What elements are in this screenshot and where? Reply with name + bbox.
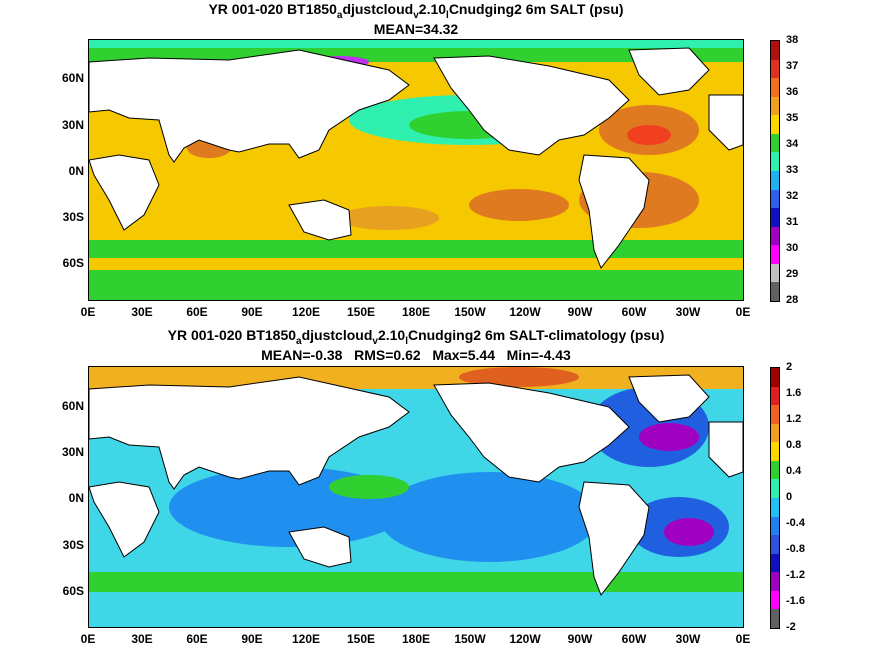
colorbar-segment <box>771 368 779 387</box>
colorbar-segment <box>771 405 779 424</box>
lon-label: 150W <box>454 632 486 646</box>
lat-label: 0N <box>68 164 84 178</box>
lon-label: 150E <box>346 632 376 646</box>
lon-label: 60W <box>621 305 647 319</box>
colorbar-segment <box>771 115 779 134</box>
colorbar-segment <box>771 78 779 97</box>
colorbar-segment <box>771 189 779 209</box>
lon-label: 120W <box>509 305 541 319</box>
lat-label: 30S <box>62 538 84 552</box>
lat-label: 30N <box>61 445 84 459</box>
colorbar-tick: 31 <box>786 216 799 228</box>
colorbar-segment <box>771 208 779 227</box>
panel-title: YR 001-020 BT1850adjustcloudv2.10lCnudgi… <box>167 327 665 347</box>
lon-label: 150E <box>346 305 376 319</box>
lon-label: 0E <box>735 305 751 319</box>
lat-label: 60N <box>61 399 84 413</box>
colorbar-segment <box>771 609 779 628</box>
colorbar-segment <box>771 226 779 246</box>
colorbar-tick: 0.8 <box>786 439 802 451</box>
colorbar-tick: -0.4 <box>786 517 805 529</box>
lon-label: 180E <box>401 305 431 319</box>
lon-label: 90W <box>567 632 593 646</box>
lon-label: 30E <box>131 632 153 646</box>
colorbar-tick: 0 <box>786 491 793 503</box>
map-diff-svg <box>89 367 743 627</box>
colorbar-segment <box>771 423 779 443</box>
land-masses <box>89 47 743 269</box>
lat-label: 60N <box>61 71 84 85</box>
lon-label: 60W <box>621 632 647 646</box>
colorbar-segment <box>771 59 779 79</box>
panel-stats: MEAN=34.32 <box>373 21 459 37</box>
colorbar-tick: 38 <box>786 34 799 46</box>
colorbar-segment <box>771 442 779 461</box>
lat-label: 30N <box>61 118 84 132</box>
lon-label: 180E <box>401 632 431 646</box>
colorbar-segment <box>771 263 779 283</box>
colorbar <box>770 367 780 629</box>
colorbar-segment <box>771 386 779 406</box>
colorbar-tick: 30 <box>786 242 799 254</box>
colorbar-segment <box>771 152 779 171</box>
colorbar-tick: 34 <box>786 138 799 150</box>
colorbar-segment <box>771 460 779 480</box>
colorbar-tick: 32 <box>786 190 799 202</box>
colorbar-tick: 2 <box>786 361 793 373</box>
colorbar-tick: 29 <box>786 268 799 280</box>
lon-label: 0E <box>80 632 96 646</box>
lat-label: 0N <box>68 491 84 505</box>
colorbar-segment <box>771 96 779 116</box>
lon-label: 30W <box>675 305 701 319</box>
lon-label: 0E <box>80 305 96 319</box>
colorbar-segment <box>771 170 779 190</box>
colorbar-tick: -0.8 <box>786 543 805 555</box>
colorbar-segment <box>771 516 779 536</box>
lon-label: 120E <box>291 632 321 646</box>
colorbar-segment <box>771 479 779 498</box>
colorbar-tick: 0.4 <box>786 465 802 477</box>
colorbar-segment <box>771 535 779 554</box>
colorbar-segment <box>771 497 779 517</box>
colorbar-tick: 1.2 <box>786 413 802 425</box>
colorbar-segment <box>771 282 779 301</box>
panel-stats: MEAN=-0.38 RMS=0.62 Max=5.44 Min=-4.43 <box>261 347 571 363</box>
lon-label: 150W <box>454 305 486 319</box>
lon-label: 120E <box>291 305 321 319</box>
colorbar-segment <box>771 41 779 60</box>
colorbar-segment <box>771 590 779 610</box>
lon-label: 90E <box>241 632 263 646</box>
map-salt <box>88 39 744 301</box>
map-salt-climatology <box>88 366 744 628</box>
colorbar-tick: 1.6 <box>786 387 802 399</box>
colorbar-segment <box>771 572 779 591</box>
colorbar-tick: 37 <box>786 60 799 72</box>
map-salt-svg <box>89 40 743 300</box>
colorbar-tick: 36 <box>786 86 799 98</box>
lat-label: 30S <box>62 210 84 224</box>
lon-label: 60E <box>186 632 208 646</box>
lat-label: 60S <box>62 256 84 270</box>
colorbar-segment <box>771 553 779 573</box>
lon-label: 120W <box>509 632 541 646</box>
lon-label: 90E <box>241 305 263 319</box>
lon-label: 90W <box>567 305 593 319</box>
lon-label: 30W <box>675 632 701 646</box>
lon-label: 60E <box>186 305 208 319</box>
colorbar <box>770 40 780 302</box>
colorbar-tick: 35 <box>786 112 799 124</box>
colorbar-tick: -1.2 <box>786 569 805 581</box>
lat-label: 60S <box>62 584 84 598</box>
land-masses <box>89 374 743 596</box>
lon-label: 30E <box>131 305 153 319</box>
colorbar-tick: 33 <box>786 164 799 176</box>
colorbar-tick: 28 <box>786 294 799 306</box>
colorbar-segment <box>771 133 779 153</box>
lon-label: 0E <box>735 632 751 646</box>
panel-title: YR 001-020 BT1850adjustcloudv2.10lCnudgi… <box>208 1 624 21</box>
colorbar-tick: -1.6 <box>786 595 805 607</box>
colorbar-tick: -2 <box>786 621 796 633</box>
colorbar-segment <box>771 245 779 264</box>
